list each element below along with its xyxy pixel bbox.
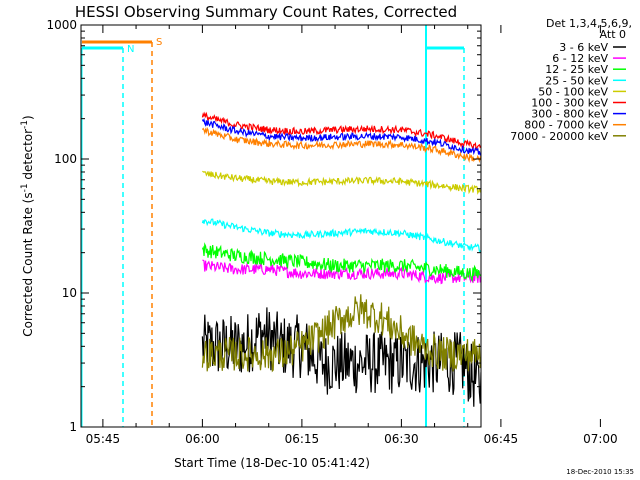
series-line [201,242,481,283]
footer-date: 18-Dec-2010 15:35 [566,468,634,476]
y-axis-label: Corrected Count Rate (s-1 detector-1) [20,115,35,336]
legend-label: 800 - 7000 keV [524,119,608,132]
legend-label: 12 - 25 keV [545,63,608,76]
y-tick-label: 1 [69,420,77,434]
x-tick-label: 07:00 [583,432,618,446]
x-tick-label: 06:00 [185,432,220,446]
saa-marker-label: S [156,37,162,48]
legend-label: 25 - 50 keV [545,74,608,87]
legend-label: 100 - 300 keV [531,97,608,110]
series-line [201,126,481,164]
legend-label: 6 - 12 keV [552,52,608,65]
series-layer [201,111,481,407]
series-line [202,259,481,285]
x-tick-label: 05:45 [86,432,121,446]
x-tick-label: 06:30 [384,432,419,446]
y-tick-label: 10 [62,286,77,300]
legend-label: 3 - 6 keV [559,41,608,54]
series-line [202,170,481,195]
x-axis-label: Start Time (18-Dec-10 05:41:42) [174,456,370,470]
legend-label: 300 - 800 keV [531,108,608,121]
legend-header-2: Att 0 [600,28,626,41]
tick-layer: 05:4506:0006:1506:3006:4507:0007:1511010… [46,18,618,446]
chart-title: HESSI Observing Summary Count Rates, Cor… [75,3,457,21]
series-line [201,218,481,253]
series-line [201,294,481,373]
legend-label: 50 - 100 keV [538,85,608,98]
series-line [201,117,481,157]
legend-header-1: Det 1,3,4,5,6,9, [546,17,632,30]
y-tick-label: 1000 [46,18,77,32]
x-tick-label: 06:45 [484,432,519,446]
plot-frame [80,24,482,428]
legend-label: 7000 - 20000 keV [510,130,608,143]
y-tick-label: 100 [54,152,77,166]
night-marker-label: N [127,44,134,55]
x-tick-label: 06:15 [285,432,320,446]
plot-group: NS 05:4506:0006:1506:3006:4507:0007:1511… [46,18,618,446]
series-line [201,111,481,152]
